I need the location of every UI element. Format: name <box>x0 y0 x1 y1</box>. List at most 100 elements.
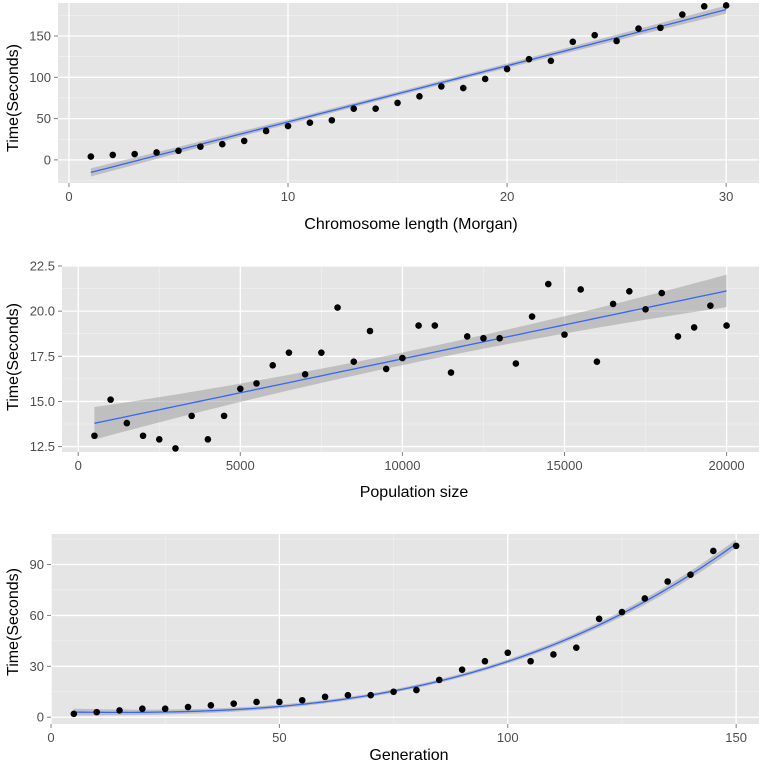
y-tick-label: 17.5 <box>30 349 55 364</box>
x-tick-label: 20 <box>500 189 514 204</box>
data-point <box>218 140 226 148</box>
data-point <box>344 691 352 699</box>
y-axis-title: Time(Seconds) <box>5 303 22 411</box>
data-point <box>459 84 467 92</box>
data-point <box>527 657 534 665</box>
regression-line <box>94 290 727 424</box>
y-tick-label: 0 <box>44 152 51 167</box>
data-point <box>399 354 406 362</box>
data-point <box>722 2 730 9</box>
x-axis-title: Generation <box>369 747 448 764</box>
data-point <box>93 708 100 716</box>
data-point <box>161 705 169 713</box>
x-tick-label: 0 <box>47 730 54 745</box>
data-point <box>306 119 314 127</box>
data-point <box>613 37 620 45</box>
data-point <box>577 286 584 293</box>
data-point <box>394 99 401 107</box>
data-point <box>334 304 341 311</box>
data-point <box>679 11 686 18</box>
regression-line <box>73 543 737 714</box>
data-point <box>572 644 580 651</box>
x-tick-label: 30 <box>719 189 733 204</box>
x-tick-label: 10000 <box>384 458 420 473</box>
data-point <box>723 322 730 329</box>
data-point <box>328 116 336 124</box>
data-point <box>550 651 557 658</box>
data-point <box>220 412 228 420</box>
regression-line <box>90 8 727 174</box>
data-point <box>70 710 78 718</box>
y-tick-label: 30 <box>30 659 44 674</box>
data-point <box>707 302 714 310</box>
data-point <box>674 333 682 340</box>
x-axis-title: Population size <box>360 484 469 501</box>
data-point <box>435 676 443 684</box>
data-point <box>284 122 292 130</box>
data-point <box>367 691 375 699</box>
data-point <box>480 334 487 342</box>
data-point <box>109 151 117 159</box>
data-point <box>269 362 277 369</box>
panel-population-size: 0 5000 10000 15000 20000 12.5 15.0 17.5 20.0 22.5… <box>5 259 759 501</box>
data-point <box>593 358 601 366</box>
y-tick-label: 12.5 <box>30 439 55 454</box>
data-point <box>525 55 533 63</box>
y-tick-label: 100 <box>29 70 51 85</box>
data-point <box>447 369 455 376</box>
data-point <box>253 380 260 387</box>
data-point <box>253 698 260 706</box>
data-point <box>635 25 642 32</box>
data-point <box>298 696 306 704</box>
x-tick-label: 5000 <box>226 458 255 473</box>
data-point <box>285 349 293 356</box>
data-point <box>390 688 397 696</box>
data-point <box>463 333 471 340</box>
data-point <box>91 432 98 440</box>
data-point <box>547 57 555 65</box>
x-axis-title: Chromosome length (Morgan) <box>304 216 517 233</box>
data-point <box>372 105 379 112</box>
data-point <box>107 396 114 403</box>
data-point <box>240 137 248 145</box>
data-point <box>431 322 439 329</box>
data-point <box>732 542 740 550</box>
y-tick-label: 90 <box>30 557 44 572</box>
data-point <box>496 334 503 342</box>
data-point <box>569 38 577 46</box>
data-point <box>481 75 489 83</box>
data-point <box>664 578 671 585</box>
data-point <box>618 608 626 616</box>
data-point <box>139 705 146 713</box>
plot-background <box>51 534 759 724</box>
data-point <box>658 289 666 297</box>
x-tick-label: 0 <box>65 189 72 204</box>
data-point <box>321 693 329 701</box>
data-point <box>512 360 520 367</box>
data-point <box>184 703 192 711</box>
data-point <box>687 571 694 579</box>
y-tick-label: 60 <box>30 608 44 623</box>
data-point <box>318 349 325 356</box>
data-point <box>276 698 283 706</box>
data-point <box>641 595 649 602</box>
x-tick-label: 10 <box>281 189 295 204</box>
data-point <box>155 436 163 443</box>
x-tick-label: 150 <box>725 730 747 745</box>
data-point <box>131 150 138 158</box>
y-axis-title: Time(Seconds) <box>5 44 22 152</box>
data-point <box>690 324 698 331</box>
data-point <box>700 3 708 10</box>
data-point <box>237 385 244 393</box>
data-point <box>438 83 445 90</box>
data-point <box>366 327 374 335</box>
data-point <box>415 322 422 329</box>
data-point <box>503 65 511 73</box>
data-point <box>197 143 204 150</box>
data-point <box>528 313 536 320</box>
x-tick-label: 0 <box>75 458 82 473</box>
data-point <box>458 666 466 674</box>
data-point <box>481 657 489 665</box>
data-point <box>350 358 358 366</box>
